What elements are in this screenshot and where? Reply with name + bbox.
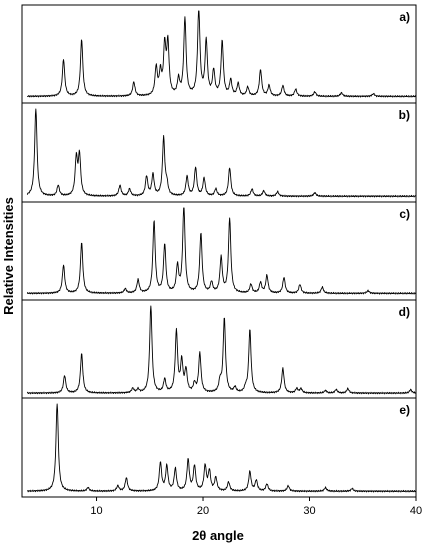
panel-label: a): [399, 10, 410, 24]
panel-label: e): [399, 403, 410, 417]
y-axis-label: Relative Intensities: [1, 197, 16, 315]
panels: a) b) c) d) e): [21, 4, 417, 498]
series-line: [26, 305, 416, 395]
panel-label: c): [399, 207, 410, 221]
series-line: [26, 10, 417, 98]
panel-label: d): [399, 305, 410, 319]
panel-frame: [21, 102, 417, 203]
x-axis-ticks: 10 20 30 40: [90, 497, 422, 517]
series-line: [27, 403, 417, 493]
x-tick-label: 20: [197, 505, 209, 517]
series-line: [26, 207, 417, 295]
panel-4: d): [21, 299, 417, 399]
x-tick-label: 30: [303, 505, 315, 517]
x-tick-label: 40: [410, 505, 422, 517]
x-axis-label: 2θ angle: [192, 528, 244, 543]
series-line: [26, 108, 417, 198]
panel-2: b): [21, 102, 417, 203]
panel-label: b): [399, 108, 410, 122]
panel-5: e): [21, 397, 417, 498]
panel-1: a): [21, 4, 417, 104]
x-tick-label: 10: [90, 505, 102, 517]
panel-3: c): [21, 201, 417, 301]
panel-frame: [21, 397, 417, 498]
